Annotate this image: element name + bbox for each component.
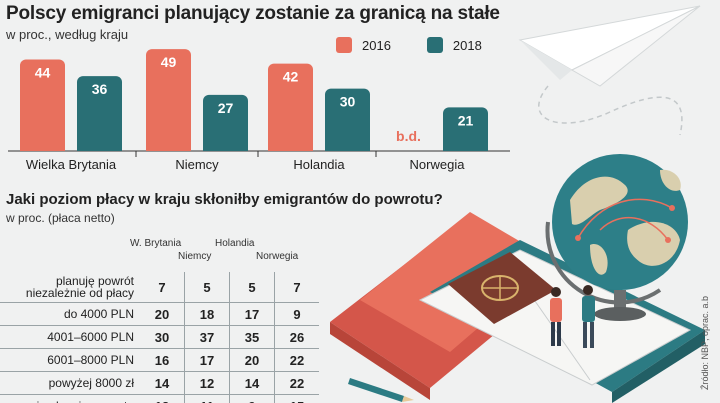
row-label: 4001–6000 PLN xyxy=(0,325,140,349)
bar-base-2018-0 xyxy=(77,143,122,151)
data-label: 27 xyxy=(218,100,234,116)
bar-base-2016-0 xyxy=(20,143,65,151)
cell-value: 20 xyxy=(229,348,275,372)
cell-value: 22 xyxy=(274,348,319,372)
paper-plane-icon xyxy=(518,5,701,87)
bar-base-2016-2 xyxy=(268,143,313,151)
legend-label-2018: 2018 xyxy=(452,37,482,53)
chart-title: Polscy emigranci planujący zostanie za g… xyxy=(6,3,500,24)
cell-value: 37 xyxy=(184,325,230,349)
data-label: 21 xyxy=(458,112,474,128)
table-title: Jaki poziom płacy w kraju skłoniłby emig… xyxy=(6,191,443,208)
cell-value: 9 xyxy=(274,302,319,326)
cell-value: 11 xyxy=(184,394,230,403)
bar-base-2016-1 xyxy=(146,143,191,151)
row-label-line: planuję powrót xyxy=(55,274,134,288)
data-label: 49 xyxy=(161,54,177,70)
legend: 2016 2018 xyxy=(336,37,482,53)
table-row: do 4000 PLN 20 18 17 9 xyxy=(0,302,319,326)
table-row: powyżej 8000 zł 14 12 14 22 xyxy=(0,371,319,395)
bar-base-2018-1 xyxy=(203,143,248,151)
cell-value: 26 xyxy=(274,325,319,349)
legend-swatch-2018 xyxy=(426,37,443,53)
cell-value: 15 xyxy=(274,394,319,403)
flight-path xyxy=(538,85,683,136)
x-tick-label: Holandia xyxy=(293,157,345,172)
legend-item-2018: 2018 xyxy=(426,37,482,53)
row-label: powyżej 8000 zł xyxy=(0,371,140,395)
data-label: 44 xyxy=(35,64,51,80)
passport-icon xyxy=(448,252,556,324)
chart-subtitle: w proc., według kraju xyxy=(6,27,129,42)
legend-item-2016: 2016 xyxy=(336,37,391,53)
row-label-line: niezależnie od płacy xyxy=(25,286,134,300)
column-header-norway: Norwegia xyxy=(256,251,299,262)
bar-base-2018-2 xyxy=(325,143,370,151)
cell-value: 30 xyxy=(140,325,185,349)
row-label: planuję powrót niezależnie od płacy xyxy=(0,272,140,303)
cell-value: 17 xyxy=(184,348,230,372)
people-icon xyxy=(550,285,595,348)
data-label: 30 xyxy=(340,94,356,110)
bar-2016-1 xyxy=(146,49,191,151)
source-note: Źródło: NBP; oprac. a.b xyxy=(700,295,710,390)
legend-label-2016: 2016 xyxy=(362,37,391,53)
column-header-germany: Niemcy xyxy=(178,251,212,262)
cell-value: 5 xyxy=(229,272,275,303)
table-subtitle: w proc. (płaca netto) xyxy=(6,211,115,225)
cell-value: 16 xyxy=(140,348,185,372)
cell-value: 18 xyxy=(184,302,230,326)
x-tick-label: Wielka Brytania xyxy=(26,157,117,172)
table-row: 4001–6000 PLN 30 37 35 26 xyxy=(0,325,319,349)
bar-2018-2 xyxy=(325,88,370,151)
cell-value: 12 xyxy=(184,371,230,395)
cell-value: 14 xyxy=(140,371,185,395)
data-label-missing: b.d. xyxy=(396,128,421,144)
bar-2016-0 xyxy=(20,59,65,152)
cell-value: 35 xyxy=(229,325,275,349)
wage-table: planuję powrót niezależnie od płacy 7 5 … xyxy=(0,272,319,403)
bar-2016-2 xyxy=(268,63,313,151)
cell-value: 9 xyxy=(229,394,275,403)
bar-2018-1 xyxy=(203,94,248,151)
globe-icon xyxy=(545,154,688,321)
row-label: 6001–8000 PLN xyxy=(0,348,140,372)
legend-swatch-2016 xyxy=(336,37,352,53)
bar-base-2018-3 xyxy=(443,143,488,151)
table-row: nie planuję powrotu 13 11 9 15 xyxy=(0,394,319,403)
cell-value: 13 xyxy=(140,394,185,403)
bar-2018-3 xyxy=(443,107,488,151)
table-row: 6001–8000 PLN 16 17 20 22 xyxy=(0,348,319,372)
column-header-uk: W. Brytania xyxy=(130,238,182,249)
cell-value: 22 xyxy=(274,371,319,395)
cell-value: 17 xyxy=(229,302,275,326)
table-row: planuję powrót niezależnie od płacy 7 5 … xyxy=(0,272,319,303)
bar-2018-0 xyxy=(77,76,122,151)
x-tick-label: Norwegia xyxy=(410,157,466,172)
data-label: 42 xyxy=(283,69,299,85)
data-label: 36 xyxy=(92,81,108,97)
pencil-icon xyxy=(348,378,414,402)
x-tick-label: Niemcy xyxy=(175,157,219,172)
cell-value: 14 xyxy=(229,371,275,395)
cell-value: 20 xyxy=(140,302,185,326)
cell-value: 7 xyxy=(140,272,185,303)
row-label: nie planuję powrotu xyxy=(0,394,140,403)
cell-value: 5 xyxy=(184,272,230,303)
row-label: do 4000 PLN xyxy=(0,302,140,326)
column-header-netherlands: Holandia xyxy=(215,238,255,249)
cell-value: 7 xyxy=(274,272,319,303)
